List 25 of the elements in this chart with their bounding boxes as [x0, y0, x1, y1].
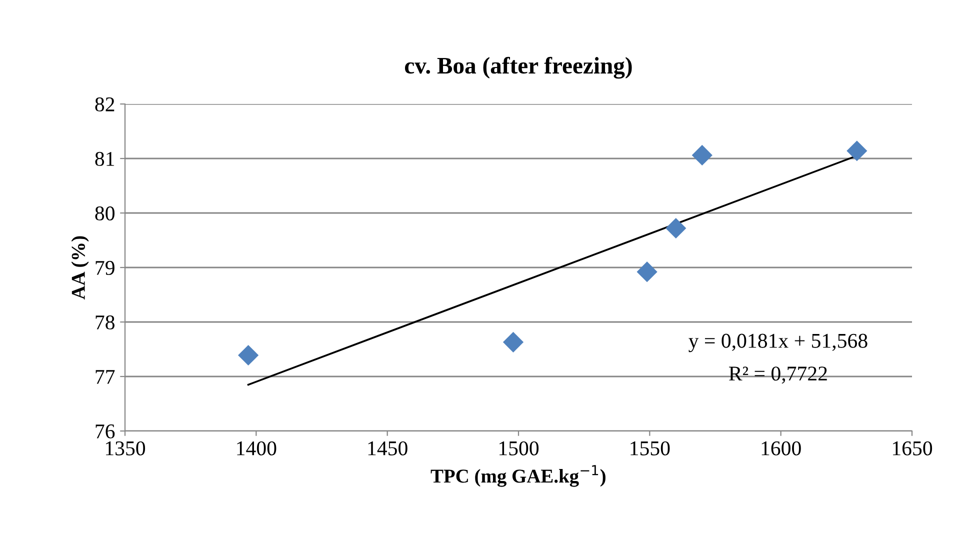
y-tick-label: 79 — [96, 260, 114, 275]
x-tick-label: 1600 — [762, 441, 801, 456]
y-tick-label: 81 — [95, 152, 114, 166]
annotation: R² = 0,7722 — [729, 366, 827, 384]
x-axis-title: TPC (mg GAE.kg$^{−1}$) — [430, 465, 606, 487]
y-axis-title: AA (%) — [71, 236, 89, 300]
x-tick-label: 1400 — [237, 441, 276, 456]
y-tick-label: 76 — [96, 424, 115, 438]
x-tick-label: 1550 — [630, 441, 670, 456]
x-tick-label: 1500 — [500, 441, 539, 456]
y-tick-label: 77 — [96, 370, 115, 384]
point — [636, 262, 658, 282]
y-tick-label: 82 — [95, 97, 114, 112]
x-tick-label: 1450 — [368, 441, 408, 456]
x-tick-label: 1350 — [106, 441, 146, 456]
point — [692, 144, 712, 166]
point — [238, 344, 259, 366]
point — [846, 140, 868, 162]
annotation: y = 0,0181x + 51,568 — [688, 334, 868, 352]
y-tick-label: 78 — [96, 315, 114, 330]
chart-title: cv. Boa (after freezing) — [404, 56, 632, 79]
point — [502, 332, 524, 352]
point — [666, 218, 686, 239]
y-tick-label: 80 — [95, 206, 114, 220]
x-tick-label: 1650 — [893, 441, 932, 456]
